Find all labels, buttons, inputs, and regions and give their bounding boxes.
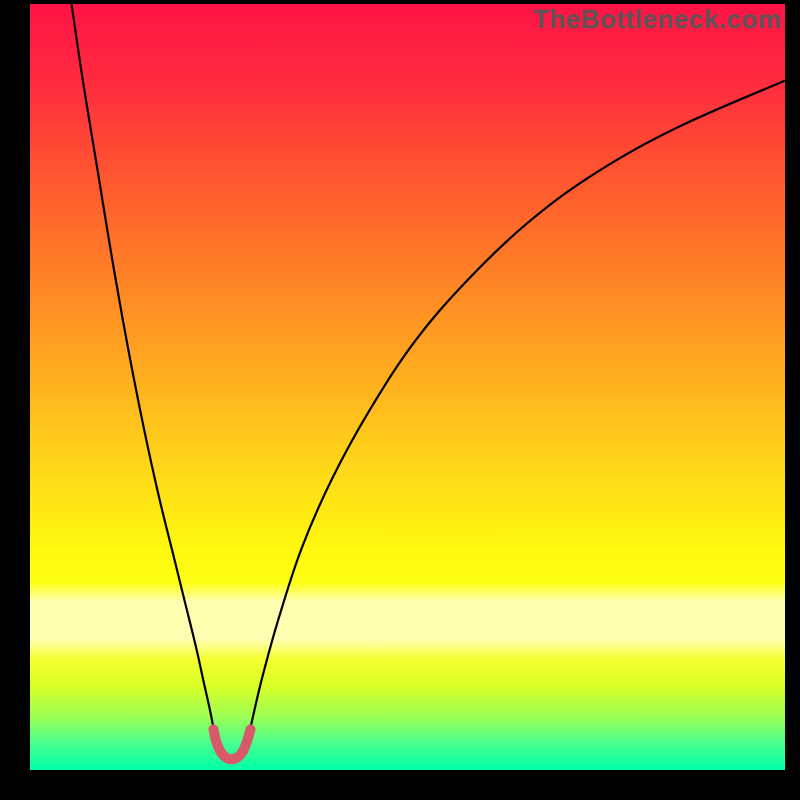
bottleneck-curve-right: [250, 81, 785, 728]
optimal-range-marker: [213, 729, 250, 759]
plot-area: [30, 4, 785, 770]
bottleneck-curve-left: [72, 4, 214, 728]
chart-svg: [30, 4, 785, 770]
watermark-text: TheBottleneck.com: [534, 4, 782, 35]
